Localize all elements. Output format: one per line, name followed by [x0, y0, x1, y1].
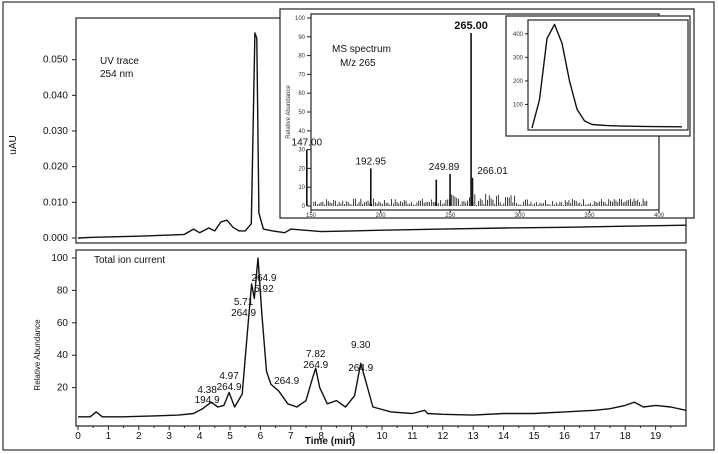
tic-x-tick-label: 2 — [136, 431, 142, 442]
tic-x-axis: 0 1 2 3 4 5 6 7 8 9 10 11 12 13 14 15 16 17 18 19 — [75, 426, 672, 442]
tic-x-tick-label: 4 — [197, 431, 203, 442]
tic-x-tick-label: 13 — [468, 431, 480, 442]
tic-peak-label: 5.92 — [254, 284, 274, 295]
ms-peak-sticks: 147.00 192.95 249.89 265.00 266.01 — [292, 20, 508, 206]
tic-x-tick-label: 8 — [318, 431, 324, 442]
ms-x-tick-label: 350 — [584, 213, 595, 219]
ms-peak-label: 249.89 — [429, 162, 460, 173]
tic-y-tick-label: 100 — [51, 253, 68, 264]
ms-title: MS spectrum — [332, 44, 391, 55]
uv-subtitle: 254 nm — [100, 69, 133, 80]
ms-x-tick-label: 400 — [654, 213, 665, 219]
tic-x-tick-label: 0 — [75, 431, 81, 442]
uv-trace-line — [77, 32, 687, 239]
ms-peak-label: 192.95 — [355, 156, 386, 167]
tic-x-tick-label: 18 — [620, 431, 632, 442]
ms-y-tick-label: 80 — [298, 54, 305, 60]
tic-y-tick-label: 20 — [57, 383, 69, 394]
tic-peak-label: 4.97 — [219, 371, 239, 382]
tic-x-tick-label: 5 — [227, 431, 233, 442]
tic-x-tick-label: 17 — [589, 431, 601, 442]
ms-y-axis: 0 10 20 30 40 50 60 70 80 90 100 — [295, 16, 311, 210]
ms-peak-label: 265.00 — [454, 20, 488, 32]
ms-y-tick-label: 30 — [298, 148, 305, 154]
uv-title: UV trace — [100, 56, 139, 67]
tic-peak-label: 264.9 — [348, 363, 373, 374]
ms-y-tick-label: 90 — [298, 35, 305, 41]
uv-y-tick-label: 0.030 — [43, 126, 68, 137]
tic-peak-label: 9.30 — [351, 340, 371, 351]
tic-panel: Relative Abundance Total ion current Tim… — [33, 249, 687, 447]
ms-peak-label: 147.00 — [292, 138, 323, 149]
tic-plot-frame — [75, 249, 687, 427]
ms-noise-sticks — [313, 193, 648, 206]
tic-x-tick-label: 10 — [376, 431, 388, 442]
uv-inset-y-axis: 100 200 300 400 — [513, 32, 528, 108]
ms-y-tick-label: 10 — [298, 185, 305, 191]
uv-inset-plot-frame — [527, 19, 689, 131]
tic-peak-label: 264.9 — [303, 360, 328, 371]
tic-x-tick-label: 11 — [407, 431, 418, 442]
ms-x-tick-label: 250 — [445, 213, 456, 219]
tic-xlabel: Time (min) — [305, 436, 355, 447]
ms-y-tick-label: 100 — [295, 16, 306, 22]
tic-peak-label: 7.82 — [306, 349, 326, 360]
tic-y-tick-label: 80 — [57, 285, 69, 296]
uv-inset-trace-line — [531, 23, 683, 129]
tic-x-tick-label: 9 — [349, 431, 355, 442]
tic-peak-label: 194.9 — [195, 395, 220, 406]
uv-y-tick-label: 0.010 — [43, 197, 68, 208]
tic-x-tick-label: 16 — [559, 431, 571, 442]
uv-y-axis: 0.000 0.010 0.020 0.030 0.040 0.050 — [43, 55, 76, 244]
tic-x-tick-label: 6 — [258, 431, 264, 442]
tic-peak-label: 4.38 — [197, 385, 217, 396]
tic-peak-label: 5.71 — [234, 297, 254, 308]
ms-y-tick-label: 60 — [298, 91, 305, 97]
tic-x-tick-label: 19 — [650, 431, 662, 442]
tic-x-tick-label: 7 — [288, 431, 294, 442]
uv-y-tick-label: 0.000 — [43, 233, 68, 244]
uv-inset-y-tick-label: 100 — [513, 102, 524, 108]
tic-peak-label: 264.9 — [274, 376, 299, 387]
tic-peak-label: 264.9 — [231, 308, 256, 319]
ms-x-tick-label: 200 — [376, 213, 387, 219]
uv-y-tick-label: 0.020 — [43, 162, 68, 173]
ms-x-axis: 150 200 250 300 350 400 — [306, 210, 665, 219]
tic-x-tick-label: 12 — [437, 431, 449, 442]
tic-x-tick-label: 3 — [166, 431, 172, 442]
uv-y-tick-label: 0.040 — [43, 90, 68, 101]
ms-y-tick-label: 70 — [298, 72, 305, 78]
ms-y-tick-label: 50 — [298, 110, 305, 116]
ms-y-tick-label: 20 — [298, 166, 305, 172]
uv-ylabel: uAU — [8, 135, 19, 154]
uv-inset-y-tick-label: 200 — [513, 79, 524, 85]
uv-inset-y-tick-label: 400 — [513, 32, 524, 38]
tic-trace-line — [78, 257, 687, 418]
tic-x-tick-label: 15 — [528, 431, 540, 442]
tic-y-tick-label: 40 — [57, 350, 69, 361]
ms-x-tick-label: 300 — [515, 213, 526, 219]
uv-inset-y-tick-label: 300 — [513, 55, 524, 61]
ms-subtitle: M/z 265 — [340, 58, 376, 69]
tic-x-tick-label: 1 — [106, 431, 112, 442]
tic-ylabel: Relative Abundance — [33, 319, 42, 391]
tic-y-axis: 20 40 60 80 100 — [51, 253, 76, 394]
tic-title: Total ion current — [94, 255, 165, 266]
uv-spectrum-inset: 100 200 300 400 — [505, 15, 691, 137]
ms-x-tick-label: 150 — [306, 213, 317, 219]
ms-peak-label: 266.01 — [477, 166, 508, 177]
ms-y-tick-label: 0 — [302, 204, 306, 210]
ms-y-tick-label: 40 — [298, 129, 305, 135]
ms-ylabel: Relative Abundance — [286, 85, 292, 139]
tic-peak-annotations: 4.38194.94.97264.95.71264.9264.95.92264.… — [195, 273, 374, 406]
uv-y-tick-label: 0.050 — [43, 55, 68, 66]
uv-inset-background — [505, 15, 691, 137]
tic-y-tick-label: 60 — [57, 318, 69, 329]
tic-peak-label: 264.9 — [251, 273, 276, 284]
tic-peak-label: 264.9 — [217, 382, 242, 393]
tic-x-tick-label: 14 — [498, 431, 510, 442]
